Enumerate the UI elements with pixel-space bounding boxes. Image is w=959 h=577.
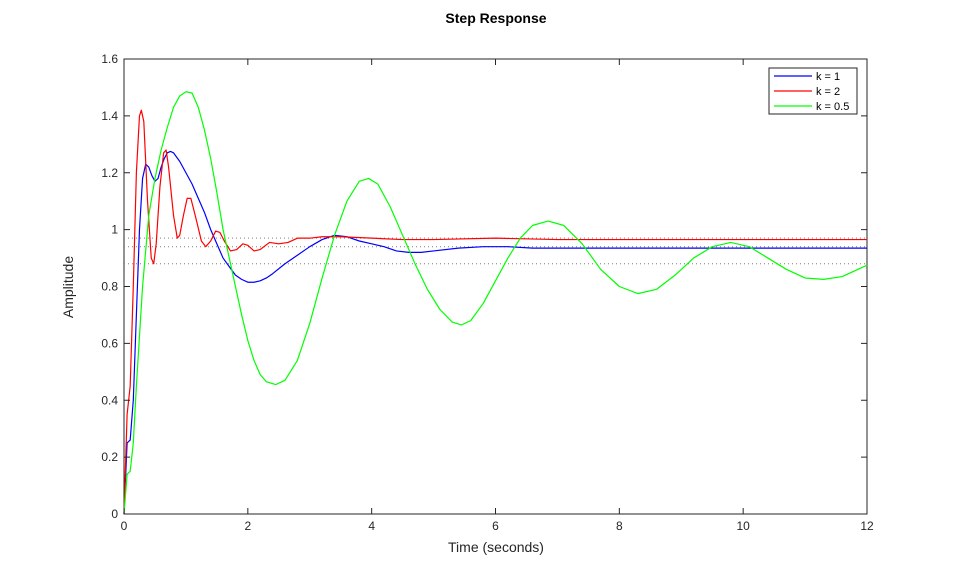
axis-ticks: 0 2 4 6 8 10 12 0 0.2 0.4 0.6 0.8 1 1.2 1.4 1.6	[101, 52, 874, 533]
x-tick-label: 2	[244, 519, 251, 533]
x-tick-label: 10	[736, 519, 750, 533]
y-tick-label: 1.4	[101, 109, 118, 123]
y-tick-label: 1.6	[101, 52, 118, 66]
legend-label-2: k = 0.5	[816, 101, 849, 113]
plot-area	[123, 58, 868, 515]
y-tick-label: 0	[111, 507, 118, 521]
series-line-1	[123, 109, 867, 515]
x-tick-label: 0	[121, 519, 128, 533]
y-tick-label: 1.2	[101, 166, 118, 180]
x-tick-label: 4	[368, 519, 375, 533]
series-layer	[123, 91, 868, 515]
y-tick-label: 0.8	[101, 280, 118, 294]
x-tick-label: 6	[492, 519, 499, 533]
y-tick-label: 0.2	[101, 450, 118, 464]
series-line-0	[123, 150, 867, 515]
y-tick-label: 1	[111, 223, 118, 237]
y-axis-label: Amplitude	[60, 256, 76, 318]
x-axis-label: Time (seconds)	[448, 539, 544, 555]
x-tick-label: 12	[860, 519, 874, 533]
series-line-2	[123, 91, 868, 515]
legend-label-1: k = 2	[816, 86, 840, 98]
legend-label-0: k = 1	[816, 71, 840, 83]
y-tick-label: 0.6	[101, 336, 118, 350]
y-tick-label: 0.4	[101, 393, 118, 407]
x-tick-label: 8	[616, 519, 623, 533]
chart-title: Step Response	[445, 10, 546, 26]
legend: k = 1 k = 2 k = 0.5	[768, 67, 858, 115]
